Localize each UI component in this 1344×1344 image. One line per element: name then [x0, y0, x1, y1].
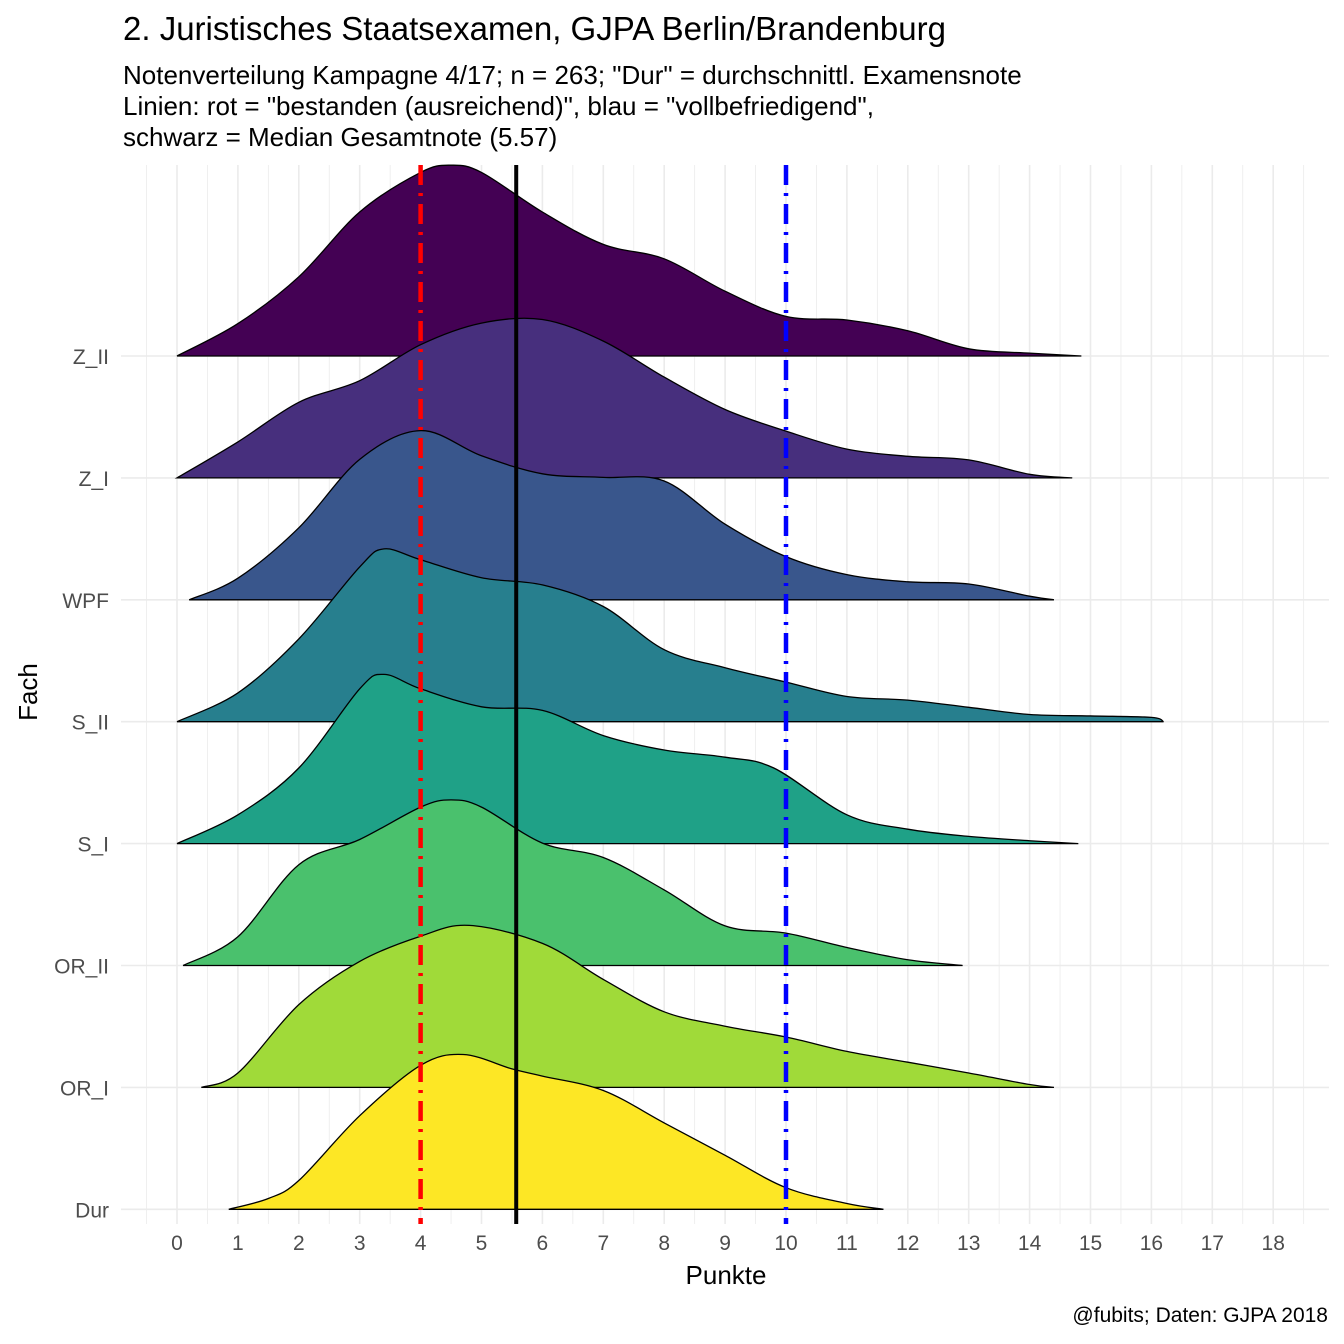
x-tick-label: 1 [232, 1232, 244, 1255]
y-axis-title: Fach [13, 663, 43, 721]
x-axis-title: Punkte [686, 1260, 767, 1290]
y-tick-label: S_I [77, 834, 109, 857]
x-tick-label: 7 [597, 1232, 609, 1255]
subtitle-line-1: Notenverteilung Kampagne 4/17; n = 263; … [123, 60, 1022, 90]
x-tick-label: 8 [658, 1232, 670, 1255]
y-tick-label: Dur [75, 1199, 109, 1222]
x-tick-label: 5 [476, 1232, 488, 1255]
x-tick-label: 12 [896, 1232, 919, 1255]
y-tick-label: S_II [72, 712, 109, 735]
x-tick-label: 16 [1140, 1232, 1163, 1255]
x-tick-label: 9 [719, 1232, 731, 1255]
x-tick-label: 15 [1079, 1232, 1102, 1255]
chart-title: 2. Juristisches Staatsexamen, GJPA Berli… [123, 10, 946, 47]
x-tick-label: 11 [836, 1232, 858, 1255]
x-tick-label: 17 [1201, 1232, 1224, 1255]
y-axis-ticks: Z_II Z_I WPF S_II S_I OR_II OR_I Dur [54, 346, 109, 1222]
subtitle-line-3: schwarz = Median Gesamtnote (5.57) [123, 122, 558, 152]
x-tick-label: 3 [354, 1232, 366, 1255]
y-tick-label: Z_II [73, 346, 109, 369]
reference-lines [418, 165, 789, 1224]
x-tick-label: 0 [171, 1232, 183, 1255]
ridge-or-i [201, 924, 1055, 1089]
ridge-or-ii [182, 799, 963, 967]
density-ridges [174, 164, 1164, 1210]
y-tick-label: Z_I [79, 468, 109, 491]
subtitle-line-2: Linien: rot = "bestanden (ausreichend)",… [123, 91, 874, 121]
y-tick-label: WPF [62, 590, 109, 613]
x-tick-label: 18 [1262, 1232, 1285, 1255]
ridge-s-ii [176, 548, 1164, 723]
x-tick-label: 10 [774, 1232, 797, 1255]
y-tick-label: OR_II [54, 956, 109, 979]
x-axis-ticks: 0 1 2 3 4 5 6 7 8 9 10 11 12 13 14 15 16 17 18 [171, 1232, 1285, 1255]
x-tick-label: 2 [293, 1232, 305, 1255]
ridge-z-ii [176, 164, 1082, 357]
chart-caption: @fubits; Daten: GJPA 2018 [1072, 1304, 1328, 1327]
y-tick-label: OR_I [60, 1077, 109, 1100]
ridge-s-i [176, 673, 1079, 845]
x-tick-label: 13 [957, 1232, 980, 1255]
chart-subtitle: Notenverteilung Kampagne 4/17; n = 263; … [123, 60, 1022, 153]
x-tick-label: 4 [415, 1232, 427, 1255]
ridge-dur [228, 1053, 884, 1210]
x-tick-label: 6 [537, 1232, 549, 1255]
x-tick-label: 14 [1018, 1232, 1042, 1255]
